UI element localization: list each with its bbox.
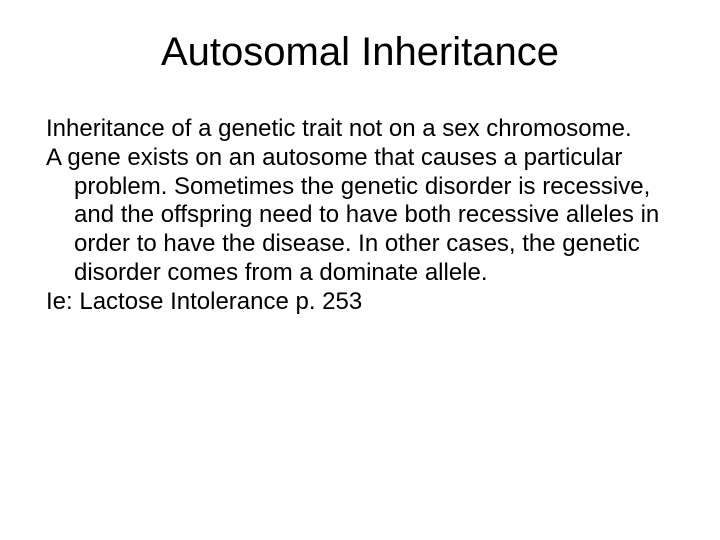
slide-title: Autosomal Inheritance [46, 30, 674, 75]
slide-body: Inheritance of a genetic trait not on a … [46, 115, 674, 317]
body-paragraph: A gene exists on an autosome that causes… [46, 144, 674, 288]
body-paragraph: Ie: Lactose Intolerance p. 253 [46, 288, 674, 317]
slide: Autosomal Inheritance Inheritance of a g… [0, 0, 720, 540]
body-paragraph: Inheritance of a genetic trait not on a … [46, 115, 674, 144]
